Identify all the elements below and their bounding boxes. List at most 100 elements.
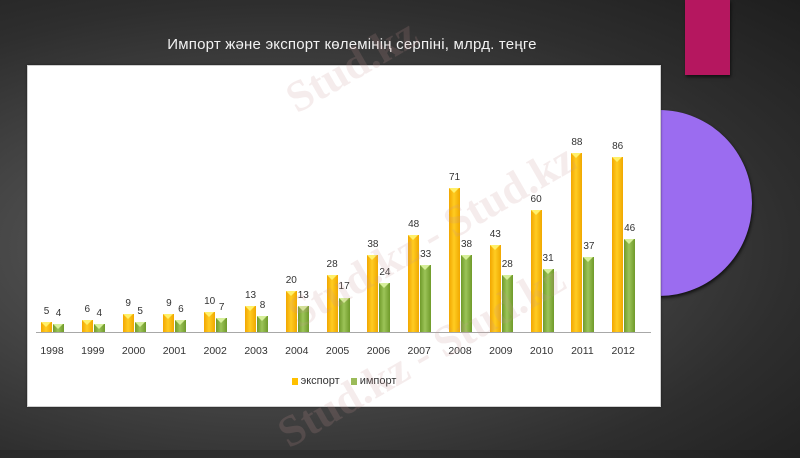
- x-axis-tick-label: 2007: [407, 345, 431, 357]
- bar-group-1999: 6 4 1999: [81, 66, 121, 406]
- export-value-label: 38: [367, 238, 379, 250]
- bar-group-2002: 10 7 2002: [203, 66, 243, 406]
- accent-rectangle: [685, 0, 730, 75]
- bar-group-2005: 28 17 2005: [326, 66, 366, 406]
- bar-group-2003: 13 8 2003: [244, 66, 284, 406]
- import-bar: [542, 269, 554, 332]
- export-bar: [612, 157, 624, 332]
- export-bar: [122, 313, 134, 332]
- export-value-label: 71: [448, 171, 461, 183]
- export-bar: [41, 321, 52, 332]
- import-bar: [501, 275, 513, 332]
- import-value-label: 8: [259, 299, 266, 311]
- export-value-label: 86: [612, 141, 624, 153]
- import-bar: [297, 305, 309, 332]
- import-value-label: 31: [542, 253, 554, 265]
- export-bar: [408, 234, 420, 332]
- import-value-label: 38: [460, 238, 473, 250]
- chart-frame: 5 4 1998 6 4 1999 9 5 2000 9 6 2001 10 7 2002 13 8 2003 20…: [27, 65, 661, 407]
- x-axis-tick-label: 2011: [571, 345, 594, 357]
- import-value-label: 13: [297, 289, 309, 301]
- bar-group-2009: 43 28 2009: [489, 66, 529, 406]
- x-axis-tick-label: 2006: [366, 345, 391, 357]
- export-value-label: 9: [125, 297, 131, 309]
- export-bar: [285, 291, 297, 332]
- bar-group-2004: 20 13 2004: [285, 66, 325, 406]
- import-bar: [53, 323, 64, 332]
- export-value-label: 13: [244, 289, 257, 301]
- bar-group-2006: 38 24 2006: [366, 66, 406, 406]
- export-bar: [204, 311, 216, 332]
- export-bar: [81, 319, 93, 332]
- import-value-label: 46: [624, 222, 636, 234]
- x-axis-tick-label: 2000: [121, 345, 146, 357]
- bar-chart-plot: 5 4 1998 6 4 1999 9 5 2000 9 6 2001 10 7 2002 13 8 2003 20…: [28, 66, 660, 406]
- export-value-label: 43: [489, 228, 501, 240]
- x-axis-tick-label: 2005: [325, 345, 350, 357]
- export-value-label: 10: [204, 295, 216, 307]
- import-value-label: 28: [501, 259, 513, 271]
- x-axis-tick-label: 2003: [244, 345, 268, 357]
- slide-title: Импорт және экспорт көлемінің серпіні, м…: [167, 36, 537, 53]
- x-axis-tick-label: 2004: [285, 345, 309, 357]
- bar-group-2001: 9 6 2001: [162, 66, 202, 406]
- import-bar: [379, 283, 391, 332]
- import-value-label: 33: [420, 249, 432, 260]
- import-bar: [420, 265, 432, 332]
- x-axis-tick-label: 2009: [489, 345, 513, 357]
- import-bar: [175, 319, 187, 332]
- export-bar: [489, 244, 501, 332]
- import-value-label: 4: [55, 307, 62, 319]
- import-value-label: 7: [218, 301, 225, 313]
- export-value-label: 88: [571, 137, 583, 149]
- x-axis-tick-label: 2008: [448, 345, 472, 357]
- bar-group-2010: 60 31 2010: [530, 66, 570, 406]
- x-axis-line: [36, 332, 651, 333]
- import-bar: [257, 315, 268, 332]
- import-value-label: 6: [178, 303, 184, 315]
- legend-item-export: экспорт: [291, 375, 340, 387]
- export-value-label: 48: [408, 218, 420, 230]
- chart-legend: экспорт импорт: [28, 375, 660, 388]
- export-value-label: 9: [166, 297, 172, 309]
- export-bar: [449, 187, 460, 332]
- export-value-label: 60: [530, 194, 542, 206]
- import-bar: [338, 297, 350, 332]
- import-bar: [134, 321, 146, 332]
- bar-group-2000: 9 5 2000: [122, 66, 162, 406]
- bar-group-1998: 5 4 1998: [40, 66, 80, 406]
- x-axis-tick-label: 2012: [611, 345, 635, 357]
- export-bar: [163, 313, 175, 332]
- export-value-label: 5: [43, 305, 50, 317]
- x-axis-tick-label: 1998: [40, 345, 64, 357]
- import-value-label: 24: [379, 267, 391, 279]
- import-bar: [93, 323, 105, 332]
- export-bar: [367, 254, 379, 332]
- import-value-label: 5: [137, 305, 143, 317]
- import-bar: [583, 256, 595, 332]
- import-bar: [216, 317, 228, 332]
- export-value-label: 20: [285, 275, 297, 287]
- x-axis-tick-label: 2002: [203, 345, 227, 357]
- export-swatch-icon: [291, 377, 298, 385]
- import-value-label: 17: [338, 281, 350, 293]
- import-bar: [461, 254, 472, 332]
- legend-label-export: экспорт: [300, 375, 340, 387]
- export-bar: [571, 153, 583, 332]
- bar-group-2008: 71 38 2008: [448, 66, 488, 406]
- bar-group-2011: 88 37 2011: [570, 66, 610, 406]
- bar-group-2012: 86 46 2012: [611, 66, 651, 406]
- x-axis-tick-label: 2001: [162, 345, 187, 357]
- export-bar: [530, 210, 542, 332]
- x-axis-tick-label: 2010: [529, 345, 554, 357]
- import-value-label: 37: [583, 240, 595, 252]
- export-bar: [245, 305, 256, 332]
- bar-group-2007: 48 33 2007: [407, 66, 447, 406]
- import-value-label: 4: [96, 307, 103, 319]
- legend-item-import: импорт: [350, 375, 397, 387]
- legend-label-import: импорт: [359, 375, 397, 387]
- export-value-label: 6: [84, 303, 91, 315]
- x-axis-tick-label: 1999: [81, 345, 105, 357]
- export-value-label: 28: [326, 259, 338, 271]
- import-swatch-icon: [350, 377, 357, 385]
